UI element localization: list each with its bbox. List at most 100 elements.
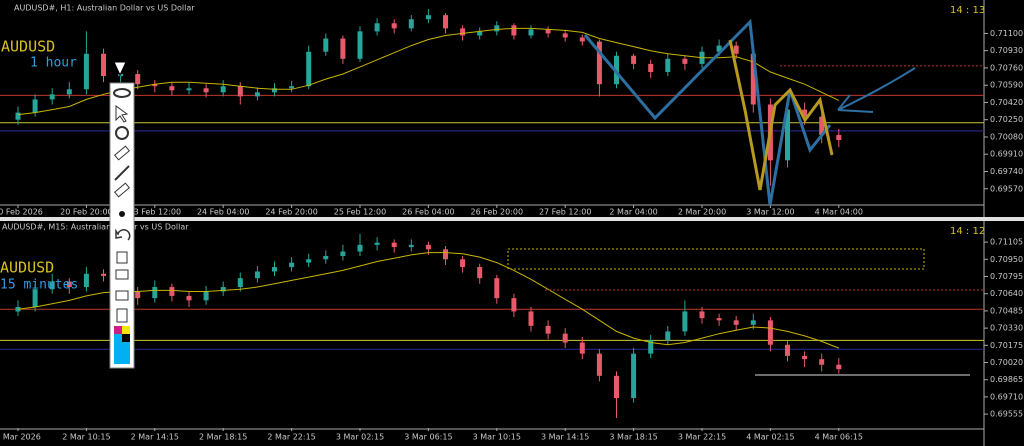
x-tick-label: 26 Feb 20:00	[471, 208, 523, 217]
color-swatch[interactable]	[114, 334, 122, 342]
candle-body	[614, 55, 619, 85]
candle-body	[733, 45, 739, 54]
candle-body	[152, 287, 158, 299]
candle-body	[614, 375, 619, 399]
candle-body	[49, 94, 55, 100]
candle-body	[289, 86, 295, 89]
y-tick-label: 0.71100	[990, 29, 1023, 38]
y-tick-label: 0.70250	[990, 115, 1023, 124]
color-swatch[interactable]	[114, 342, 130, 364]
y-tick-label: 0.70795	[990, 272, 1023, 281]
candle-body	[203, 291, 209, 301]
candle-body	[169, 287, 175, 296]
candle-body	[631, 55, 637, 64]
chart-title: AUDUSD#, H1: Australian Dollar vs US Dol…	[14, 4, 195, 13]
candle-body	[135, 291, 141, 299]
candle-body	[443, 15, 448, 29]
cursor-tool[interactable]	[115, 105, 129, 123]
x-tick-label: 3 Mar 06:15	[404, 433, 452, 442]
candle-body	[545, 29, 551, 34]
color-swatch[interactable]	[122, 326, 130, 334]
period-label: 15 minutes	[0, 278, 78, 293]
candle-body	[83, 273, 89, 288]
candle-body	[425, 244, 431, 250]
y-tick-label: 0.69740	[990, 167, 1023, 176]
candle-body	[169, 86, 175, 91]
color-swatch[interactable]	[122, 334, 130, 342]
delete-tool[interactable]	[116, 251, 128, 264]
x-tick-label: 2 Mar 14:15	[131, 433, 179, 442]
panel-separator	[0, 217, 1024, 221]
candle-body	[289, 262, 295, 268]
candle-body	[49, 281, 55, 290]
y-tick-label: 0.69865	[990, 375, 1023, 384]
candle-body	[340, 251, 346, 256]
x-tick-label: 3 Mar 10:15	[473, 433, 521, 442]
y-tick-label: 0.70760	[990, 63, 1023, 72]
candle-body	[408, 19, 414, 29]
candle-body	[802, 355, 808, 360]
y-tick-label: 0.70420	[990, 98, 1023, 107]
candle-body	[66, 281, 72, 288]
shape-tool[interactable]	[114, 182, 130, 198]
candle-body	[460, 28, 466, 36]
candle-body	[15, 307, 21, 312]
y-tick-label: 0.70080	[990, 132, 1023, 141]
candle-body	[237, 278, 243, 288]
x-tick-label: 26 Feb 04:00	[402, 208, 454, 217]
candle-body	[323, 255, 329, 260]
candle-body	[460, 259, 466, 268]
candle-body	[425, 15, 431, 20]
candle-body	[237, 86, 243, 97]
candle-body	[357, 244, 363, 252]
zigzag-drawing	[728, 39, 834, 191]
pen-icon[interactable]	[113, 61, 127, 77]
candle-body	[186, 295, 192, 301]
h1-panel: 0.71100 0.70930 0.70760 0.70590 0.70420 0.702…	[0, 9, 1023, 217]
line-tool[interactable]	[114, 165, 130, 181]
list-tool[interactable]	[116, 308, 128, 323]
candle-body	[682, 311, 688, 332]
candle-body	[836, 134, 842, 141]
candle-body	[528, 311, 534, 326]
candle-body	[785, 109, 790, 161]
eraser-tool[interactable]	[114, 145, 130, 161]
x-tick-label: 27 Feb 12:00	[539, 208, 591, 217]
y-tick-label: 0.69910	[990, 150, 1023, 159]
magnet-tool[interactable]	[115, 126, 129, 140]
undo-tool[interactable]	[115, 228, 131, 241]
candle-body	[819, 116, 825, 135]
moving-average	[17, 252, 839, 349]
x-tick-label: 3 Mar 22:15	[678, 433, 726, 442]
x-tick-label: 2 Mar 04:00	[609, 208, 657, 217]
candle-body	[750, 320, 756, 325]
period-label: 1 hour	[30, 56, 77, 71]
candle-body	[494, 278, 500, 299]
eye-tool[interactable]	[113, 88, 131, 98]
candle-body	[648, 340, 654, 354]
candle-body	[511, 298, 517, 312]
moving-average	[17, 27, 840, 116]
toolbar	[109, 82, 135, 369]
candle-body	[254, 92, 260, 97]
candle-body	[306, 259, 312, 263]
candle-body	[477, 31, 483, 36]
candle-body	[665, 58, 671, 73]
candle-body	[443, 249, 448, 260]
candle-body	[340, 38, 346, 59]
screenshot-tool[interactable]	[115, 290, 129, 301]
candle-body	[579, 342, 585, 354]
candle-body	[648, 63, 654, 73]
x-tick-label: 4 Mar 02:15	[746, 433, 794, 442]
candle-body	[819, 359, 825, 365]
candle-body	[101, 53, 106, 77]
candle-body	[101, 273, 106, 276]
color-swatch[interactable]	[114, 326, 122, 334]
dot-tool[interactable]	[119, 211, 125, 217]
candle-body	[785, 344, 790, 356]
x-tick-label: 25 Feb 12:00	[334, 208, 386, 217]
template-tool[interactable]	[115, 269, 129, 280]
y-tick-label: 0.69555	[990, 410, 1023, 419]
y-tick-label: 0.69710	[990, 392, 1023, 401]
candle-body	[374, 242, 380, 245]
